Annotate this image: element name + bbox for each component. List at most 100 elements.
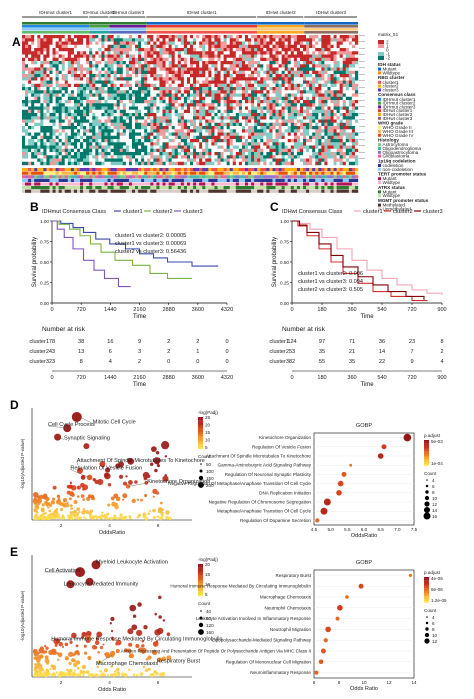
heatmap-cell (205, 119, 209, 123)
heatmap-cell (186, 132, 191, 136)
heatmap-cell (174, 129, 178, 133)
bottom-annotation-cell (303, 178, 307, 182)
heatmap-cell (186, 142, 191, 146)
heatmap-cell (98, 54, 102, 58)
heatmap-cell (257, 161, 261, 166)
heatmap-cell (168, 35, 172, 39)
heatmap-cell (83, 90, 87, 94)
heatmap-cell (251, 158, 255, 162)
heatmap-cell (193, 135, 197, 140)
heatmap-cell (238, 48, 243, 52)
heatmap-cell (104, 126, 108, 130)
heatmap-cell (86, 54, 90, 58)
heatmap-cell (89, 57, 93, 62)
heatmap-cell (55, 106, 59, 110)
heatmap-cell (80, 96, 84, 101)
bottom-annotation-cell (80, 175, 84, 179)
heatmap-cell (128, 54, 133, 58)
heatmap-cell (303, 100, 307, 104)
heatmap-cell (272, 155, 276, 159)
heatmap-cell (186, 152, 191, 156)
heatmap-cell (238, 80, 243, 84)
heatmap-cell (168, 135, 172, 140)
heatmap-cell (278, 64, 282, 68)
heatmap-cell (248, 38, 252, 42)
heatmap-cell (40, 57, 44, 62)
heatmap-cell (46, 109, 50, 114)
heatmap-cell (131, 54, 136, 58)
heatmap-cell (125, 145, 130, 149)
heatmap-cell (290, 67, 295, 71)
heatmap-cell (226, 96, 230, 101)
heatmap-cell (214, 126, 218, 130)
heatmap-cell (86, 158, 90, 162)
heatmap-cell (58, 100, 62, 104)
heatmap-cell (205, 35, 209, 39)
bottom-annotation-cell (125, 171, 130, 175)
heatmap-cell (208, 119, 212, 123)
heatmap-cell (128, 64, 133, 68)
heatmap-cell (104, 139, 108, 143)
heatmap-cell (135, 126, 139, 130)
heatmap-cell (281, 70, 285, 75)
heatmap-cell (153, 148, 157, 153)
heatmap-cell (342, 116, 346, 120)
heatmap-cell (125, 139, 130, 143)
bottom-annotation-cell (238, 178, 243, 182)
bottom-annotation-cell (248, 182, 252, 186)
heatmap-cell (110, 119, 114, 123)
heatmap-cell (196, 38, 200, 42)
heatmap-cell (244, 35, 249, 39)
heatmap-cell (299, 51, 304, 55)
heatmap-cell (150, 122, 154, 127)
heatmap-cell (327, 87, 331, 91)
heatmap-cell (153, 93, 157, 97)
bottom-annotation-cell (113, 178, 117, 182)
heatmap-cell (190, 122, 194, 127)
heatmap-cell (171, 70, 175, 75)
heatmap-cell (336, 87, 340, 91)
bottom-annotation-cell (162, 168, 166, 172)
heatmap-cell (116, 80, 120, 84)
heatmap-cell (196, 77, 200, 81)
heatmap-cell (223, 41, 227, 45)
bottom-annotation-cell (348, 168, 353, 172)
bottom-annotation-cell (89, 178, 93, 182)
heatmap-cell (278, 87, 282, 91)
heatmap-cell (138, 109, 142, 114)
heatmap-cell (46, 139, 50, 143)
heatmap-cell (303, 57, 307, 62)
heatmap-cell (177, 61, 182, 65)
bottom-annotation-cell (128, 171, 133, 175)
heatmap-cell (101, 44, 105, 49)
heatmap-cell (116, 48, 120, 52)
heatmap-cell (171, 103, 175, 107)
heatmap-cell (116, 83, 120, 88)
heatmap-cell (43, 64, 47, 68)
heatmap-cell (162, 70, 166, 75)
bottom-annotation-cell (296, 182, 301, 186)
heatmap-cell (86, 80, 90, 84)
bottom-annotation-cell (147, 175, 151, 179)
heatmap-cell (217, 96, 221, 101)
heatmap-cell (159, 90, 163, 94)
heatmap-cell (208, 41, 212, 45)
heatmap-cell (348, 83, 353, 88)
heatmap-cell (183, 113, 188, 117)
heatmap-cell (309, 158, 313, 162)
heatmap-cell (293, 132, 298, 136)
heatmap-cell (76, 113, 81, 117)
heatmap-cell (290, 126, 295, 130)
bottom-annotation-cell (174, 178, 178, 182)
bottom-annotation-cell (248, 168, 252, 172)
heatmap-cell (67, 103, 72, 107)
bottom-annotation-cell (83, 171, 87, 175)
heatmap-cell (183, 161, 188, 166)
bottom-annotation-cell (196, 178, 200, 182)
heatmap-cell (89, 116, 93, 120)
heatmap-cell (272, 90, 276, 94)
bottom-annotation-cell (186, 171, 191, 175)
heatmap-cell (257, 106, 261, 110)
heatmap-cell (309, 74, 313, 78)
heatmap-cell (299, 126, 304, 130)
